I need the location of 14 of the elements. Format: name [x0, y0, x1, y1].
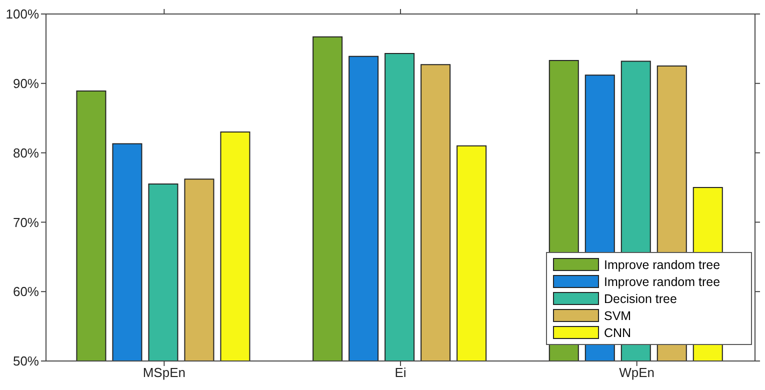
y-tick-label: 70% [12, 214, 40, 230]
legend-label: CNN [604, 326, 632, 340]
x-tick-label: Ei [394, 365, 406, 380]
x-tick-label: MSpEn [142, 365, 186, 380]
y-tick-label: 60% [12, 284, 40, 300]
y-tick-label: 80% [12, 145, 40, 160]
legend-label: SVM [604, 308, 632, 322]
x-tick-label: WpEn [619, 365, 655, 380]
y-tick-label: 90% [12, 76, 40, 92]
legend-label: Improve random tree [604, 258, 720, 272]
legend-label: Decision tree [604, 292, 677, 306]
y-tick-label: 50% [12, 354, 40, 369]
legend-label: Improve random tree [604, 274, 720, 288]
y-tick-label: 100% [6, 6, 40, 22]
